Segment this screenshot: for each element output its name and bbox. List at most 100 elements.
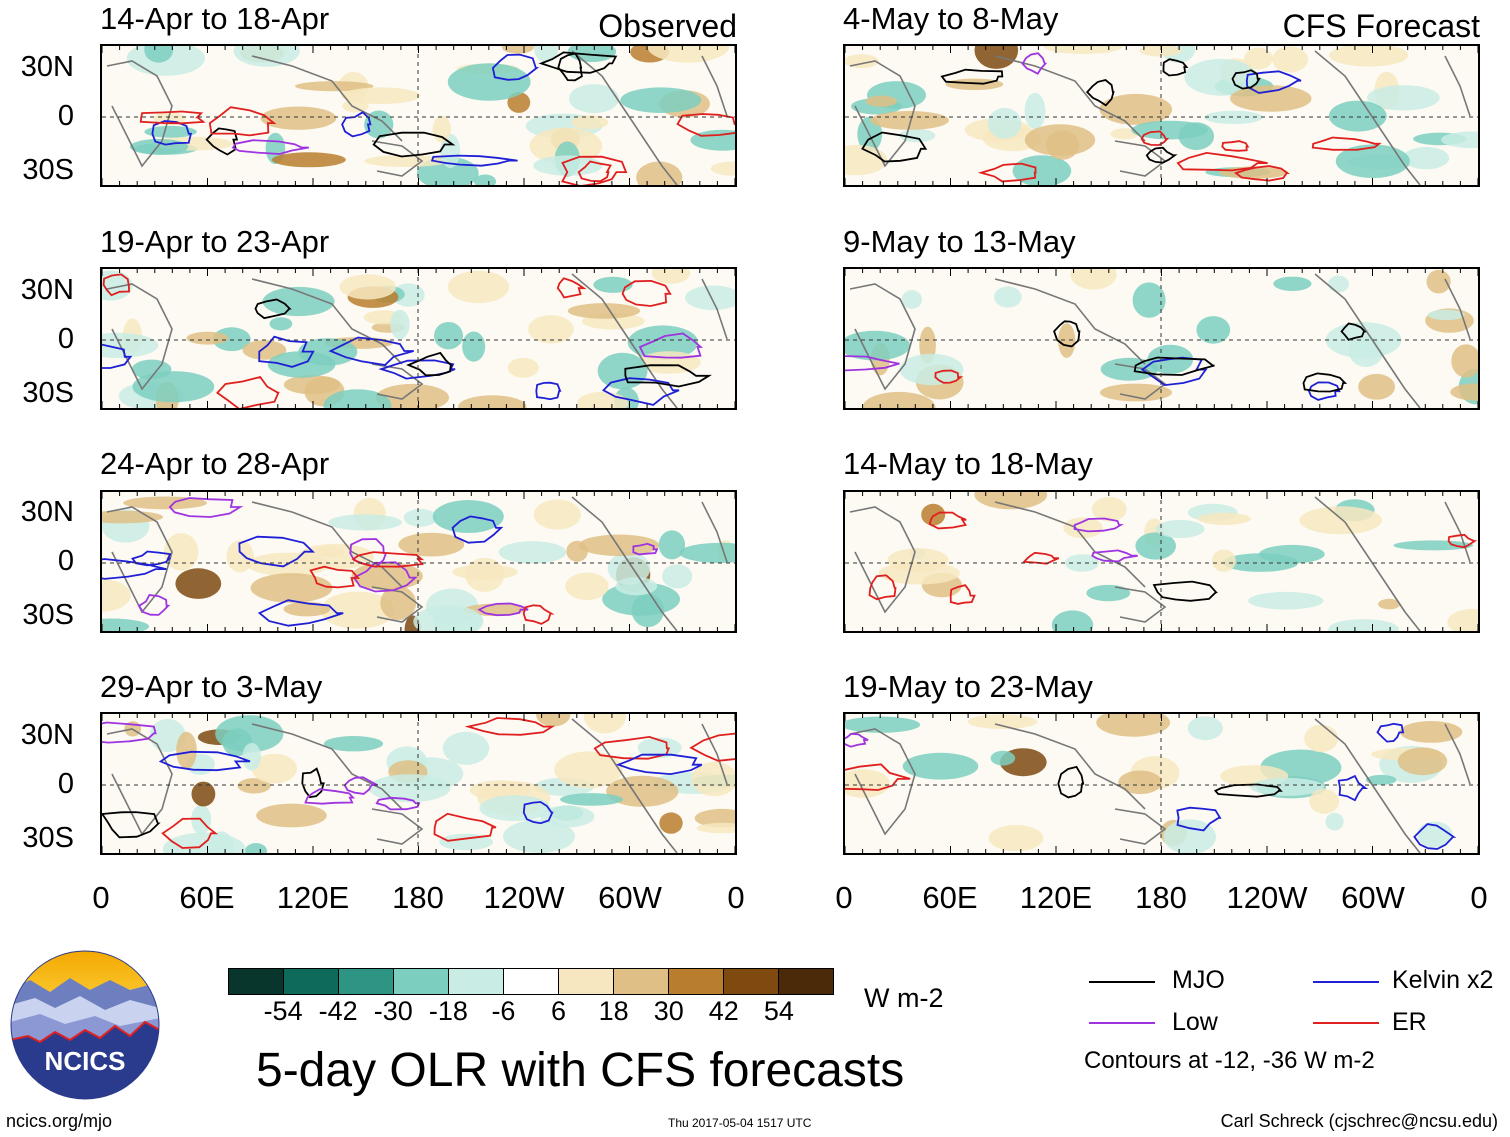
wave-contour	[205, 127, 239, 156]
olr-blob	[1378, 598, 1401, 610]
olr-anomaly-map	[845, 492, 1478, 631]
wave-contour	[352, 561, 418, 593]
olr-blob	[1451, 344, 1478, 378]
coastline	[571, 718, 678, 853]
olr-blob	[945, 78, 1004, 90]
olr-blob	[375, 383, 449, 408]
colorbar-swatch	[394, 969, 449, 994]
coastline	[701, 278, 728, 340]
wave-contour	[1073, 517, 1124, 533]
olr-blob	[1426, 269, 1451, 294]
wave-contour	[557, 52, 583, 82]
wave-contour	[1091, 549, 1138, 563]
olr-blob	[501, 46, 534, 54]
olr-blob	[434, 322, 463, 350]
wave-contour	[1140, 130, 1170, 146]
colorbar-tick-label: 18	[598, 996, 629, 1026]
wave-contour	[556, 277, 587, 299]
colorbar-units: W m-2	[864, 983, 944, 1013]
wave-contour	[477, 602, 529, 617]
olr-blob	[226, 540, 254, 573]
wave-contour	[1447, 533, 1478, 549]
lat-label-30n: 30N	[20, 51, 74, 83]
olr-blob	[251, 753, 297, 784]
olr-anomaly-map	[102, 269, 735, 408]
wave-contour	[341, 111, 372, 138]
olr-blob	[994, 286, 1022, 308]
olr-blob	[862, 391, 936, 408]
legend-low-label: Low	[1172, 1008, 1218, 1036]
olr-blob	[870, 111, 949, 130]
olr-blob	[1335, 144, 1410, 178]
olr-blob	[1397, 747, 1448, 776]
legend-contour-note: Contours at -12, -36 W m-2	[1084, 1047, 1375, 1074]
colorbar-tick-label: 30	[653, 996, 684, 1026]
olr-blob	[1272, 46, 1309, 73]
olr-blob	[691, 761, 735, 797]
coastline	[106, 283, 173, 391]
olr-blob	[328, 514, 402, 531]
coastline	[106, 506, 173, 614]
olr-blob	[1058, 323, 1076, 358]
coastline	[701, 55, 728, 117]
olr-blob	[1358, 373, 1395, 400]
olr-blob	[1024, 124, 1096, 156]
olr-blob	[528, 315, 574, 344]
olr-blob	[191, 781, 216, 807]
coastline	[994, 55, 1146, 142]
olr-anomaly-map	[102, 492, 735, 631]
olr-blob	[1155, 520, 1205, 538]
olr-blob	[536, 714, 571, 727]
wave-contour	[1162, 58, 1189, 77]
lon-label-60w: 60W	[1341, 880, 1405, 915]
olr-blob	[1024, 92, 1046, 130]
olr-blob	[901, 290, 922, 309]
coastline	[251, 501, 403, 588]
footer-url[interactable]: ncics.org/mjo	[6, 1111, 113, 1131]
olr-blob	[1100, 383, 1172, 402]
map-panel-observed-3	[100, 490, 737, 633]
lat-label-0: 0	[57, 323, 74, 355]
olr-blob	[186, 331, 229, 345]
coastline	[849, 60, 916, 168]
lon-label-0: 0	[92, 880, 110, 915]
coastline	[994, 723, 1146, 810]
olr-blob	[878, 561, 960, 585]
cfs-forecast-label: CFS Forecast	[1282, 8, 1480, 44]
coastline	[571, 50, 678, 185]
olr-blob	[1299, 506, 1382, 535]
olr-blob	[1250, 777, 1324, 796]
map-panel-forecast-3	[843, 490, 1480, 633]
wave-contour	[372, 131, 456, 158]
panel-title-forecast-1: 4-May to 8-May	[843, 1, 1059, 36]
wave-contour	[1221, 140, 1250, 152]
colorbar-tick-label: 54	[763, 996, 794, 1026]
olr-blob	[685, 285, 735, 311]
olr-blob	[503, 819, 575, 853]
olr-blob	[464, 557, 505, 592]
wave-contour	[1302, 372, 1348, 393]
olr-blob	[902, 752, 979, 780]
olr-blob	[637, 737, 682, 758]
lon-label-180: 180	[392, 880, 444, 915]
olr-blob	[237, 778, 271, 794]
olr-blob	[474, 174, 497, 185]
coastline	[1114, 808, 1167, 845]
wave-contour	[137, 594, 171, 616]
coastline	[1114, 586, 1167, 623]
map-panel-observed-4	[100, 712, 737, 855]
wave-contour	[139, 110, 206, 125]
logo-text: NCICS	[45, 1046, 126, 1076]
wave-contour	[934, 369, 964, 384]
olr-blob	[694, 808, 735, 828]
olr-blob	[1131, 120, 1208, 140]
lat-label-30n: 30N	[20, 496, 74, 528]
wave-contour	[131, 550, 172, 567]
colorbar	[228, 968, 834, 995]
olr-blob	[1367, 85, 1440, 111]
map-panel-forecast-4	[843, 712, 1480, 855]
olr-blob	[149, 718, 186, 753]
wave-contour	[1233, 165, 1290, 182]
olr-blob	[578, 534, 660, 557]
olr-blob	[567, 303, 641, 319]
